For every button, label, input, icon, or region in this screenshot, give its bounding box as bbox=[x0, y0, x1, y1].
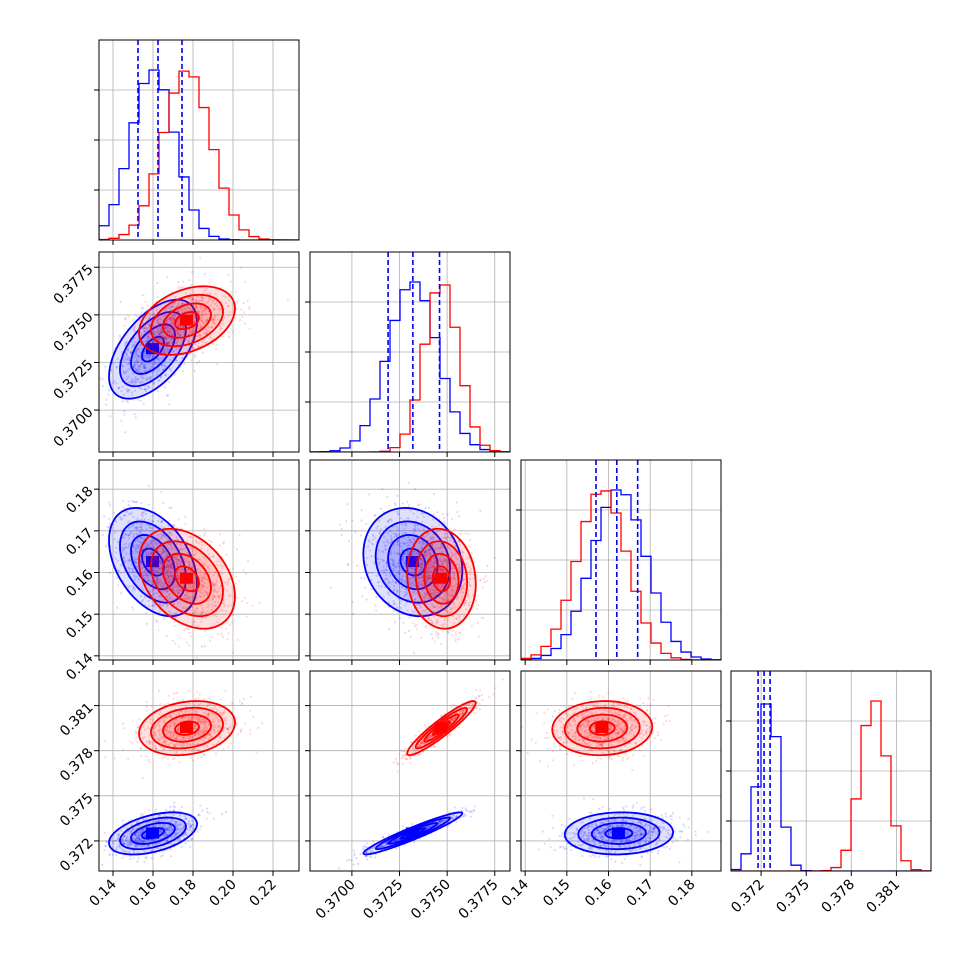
y-tick-label-2-1: 0.15 bbox=[63, 609, 96, 642]
panel-frame bbox=[98, 251, 300, 453]
panel-plot-area bbox=[99, 40, 299, 240]
panel-3-2: 0.14 0.15 0.16 0.17 0.18 bbox=[499, 670, 722, 910]
x-tick-label-3-2: 0.378 bbox=[818, 877, 858, 917]
x-tick-label-1-1: 0.3725 bbox=[360, 877, 406, 923]
panel-3-0: 0.14 0.16 0.18 0.20 0.22 0.372 0.375 0.378 0.381 bbox=[57, 670, 300, 910]
x-tick-label-2-2: 0.16 bbox=[582, 876, 615, 909]
x-tick-label-1-3: 0.3775 bbox=[456, 877, 502, 923]
y-tick-label-2-0: 0.14 bbox=[63, 650, 96, 683]
panel-frame bbox=[309, 459, 511, 661]
panel-frame bbox=[309, 670, 511, 872]
panel-3-1: 0.3700 0.3725 0.3750 0.3775 bbox=[305, 670, 511, 923]
density-peak-series-1 bbox=[180, 722, 193, 734]
panel-3-3: 0.372 0.375 0.378 0.381 bbox=[726, 670, 932, 917]
y-tick-label-2-2: 0.16 bbox=[63, 567, 96, 600]
panel-plot-area bbox=[310, 671, 510, 871]
panel-2-2 bbox=[516, 459, 722, 665]
panel-plot-area bbox=[731, 671, 931, 871]
density-peak-series-1 bbox=[434, 572, 448, 584]
density-peak-series-0 bbox=[405, 827, 419, 839]
panel-plot-area bbox=[310, 252, 510, 452]
x-tick-label-0-2: 0.18 bbox=[166, 877, 199, 910]
x-tick-label-2-0: 0.14 bbox=[499, 876, 532, 909]
y-tick-label-3-1: 0.375 bbox=[57, 790, 97, 830]
x-tick-label-2-4: 0.18 bbox=[665, 877, 698, 910]
density-peak-series-1 bbox=[595, 722, 609, 734]
panel-plot-area bbox=[521, 671, 721, 871]
x-tick-label-3-3: 0.381 bbox=[864, 877, 904, 917]
density-peak-series-0 bbox=[146, 343, 159, 355]
y-tick-label-2-4: 0.18 bbox=[63, 484, 96, 517]
x-tick-label-0-3: 0.20 bbox=[206, 877, 239, 910]
density-peak-series-0 bbox=[405, 556, 419, 568]
y-tick-label-2-3: 0.17 bbox=[63, 525, 96, 558]
x-tick-label-0-4: 0.22 bbox=[246, 877, 279, 910]
x-tick-label-3-1: 0.375 bbox=[773, 877, 813, 917]
density-peak-series-1 bbox=[434, 722, 448, 734]
histogram-series-1 bbox=[521, 490, 721, 660]
panel-plot-area bbox=[99, 671, 299, 871]
histogram-series-1 bbox=[731, 700, 931, 871]
panel-2-1 bbox=[305, 459, 511, 665]
panel-plot-area bbox=[521, 460, 721, 660]
density-peak-series-0 bbox=[146, 556, 159, 568]
density-peak-series-0 bbox=[146, 827, 159, 839]
density-peak-series-1 bbox=[180, 314, 193, 326]
y-tick-label-3-3: 0.381 bbox=[57, 700, 97, 740]
x-tick-label-3-0: 0.372 bbox=[728, 877, 768, 917]
x-tick-label-2-3: 0.17 bbox=[624, 877, 657, 910]
panel-2-0: 0.14 0.15 0.16 0.17 0.18 bbox=[63, 459, 300, 684]
panel-frame bbox=[520, 670, 722, 872]
x-tick-label-1-2: 0.3750 bbox=[408, 877, 454, 923]
panel-plot-area bbox=[310, 460, 510, 660]
density-peak-series-0 bbox=[611, 827, 625, 839]
x-tick-label-2-1: 0.15 bbox=[540, 877, 573, 910]
panel-1-1 bbox=[305, 251, 511, 457]
y-tick-label-3-0: 0.372 bbox=[57, 835, 97, 875]
panel-plot-area bbox=[99, 460, 299, 660]
y-tick-label-3-2: 0.378 bbox=[57, 745, 97, 785]
panel-0-0 bbox=[94, 39, 300, 245]
y-tick-label-1-2: 0.3750 bbox=[51, 309, 97, 355]
density-peak-series-1 bbox=[180, 572, 193, 584]
panel-frame bbox=[98, 670, 300, 872]
x-tick-label-0-0: 0.14 bbox=[86, 876, 119, 909]
x-tick-label-1-0: 0.3700 bbox=[313, 877, 359, 923]
x-tick-label-0-1: 0.16 bbox=[126, 876, 159, 909]
y-tick-label-1-1: 0.3725 bbox=[51, 357, 97, 403]
histogram-series-0 bbox=[521, 489, 721, 660]
y-tick-label-1-3: 0.3775 bbox=[51, 262, 97, 308]
panel-plot-area bbox=[99, 252, 299, 452]
y-tick-label-1-0: 0.3700 bbox=[51, 404, 97, 450]
panel-frame bbox=[98, 459, 300, 661]
histogram-series-1 bbox=[310, 284, 510, 452]
histogram-series-1 bbox=[99, 70, 299, 240]
